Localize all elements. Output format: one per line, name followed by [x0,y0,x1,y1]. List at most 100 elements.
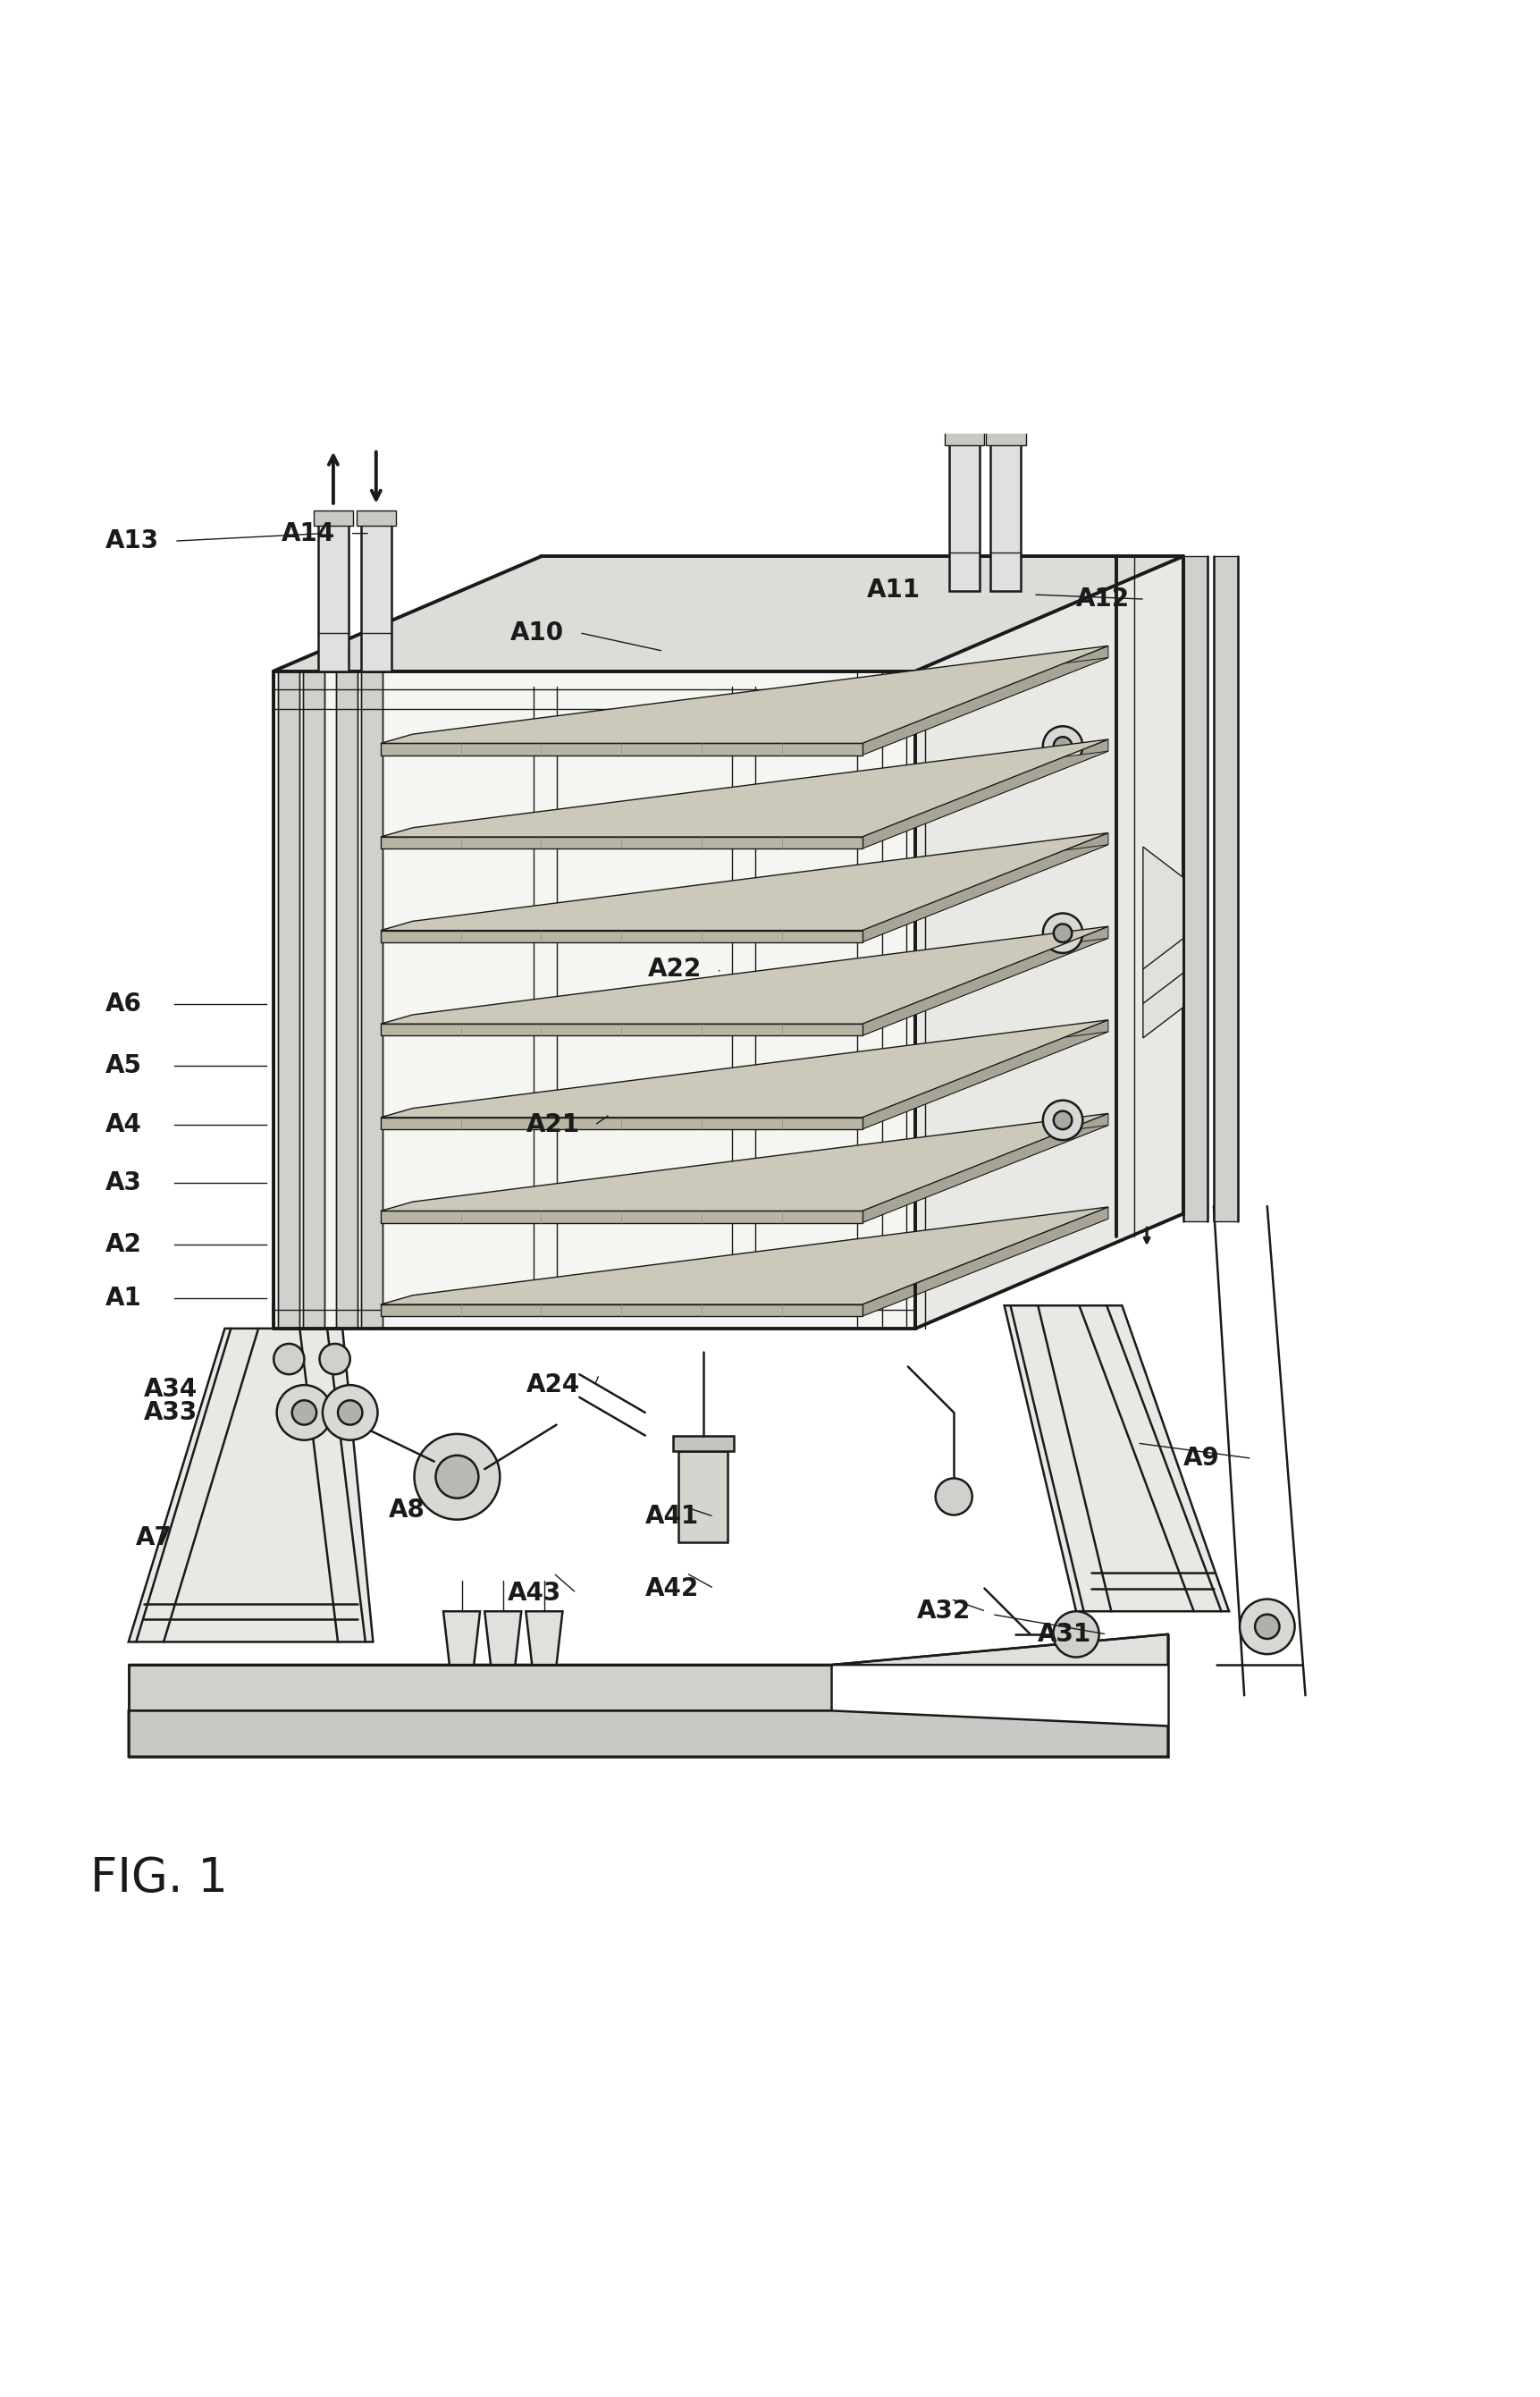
Polygon shape [336,671,357,1328]
Circle shape [1043,913,1083,954]
Polygon shape [525,1611,562,1666]
Polygon shape [380,925,1107,1024]
Polygon shape [128,1711,1167,1757]
Polygon shape [279,671,299,1328]
Polygon shape [380,1021,1107,1117]
Polygon shape [380,1304,862,1316]
Text: A31: A31 [1038,1623,1090,1647]
Polygon shape [915,556,1183,1328]
Text: FIG. 1: FIG. 1 [91,1855,228,1903]
Circle shape [277,1385,331,1441]
Polygon shape [862,738,1107,849]
Polygon shape [990,439,1021,590]
Circle shape [1254,1613,1278,1640]
Polygon shape [380,1218,1107,1316]
Polygon shape [1004,1306,1229,1611]
Polygon shape [380,937,1107,1036]
Polygon shape [380,832,1107,930]
Polygon shape [1143,916,1183,1038]
Circle shape [935,1479,972,1515]
Polygon shape [862,925,1107,1036]
Polygon shape [541,556,1183,1213]
Text: A7: A7 [136,1524,172,1551]
Polygon shape [274,556,1183,671]
Polygon shape [128,1666,832,1711]
Polygon shape [1143,846,1183,968]
Polygon shape [380,1208,1107,1304]
Text: A33: A33 [143,1400,197,1426]
Polygon shape [1143,882,1183,1004]
Circle shape [337,1400,362,1424]
Polygon shape [949,439,979,590]
Text: A41: A41 [645,1503,699,1529]
Circle shape [1053,923,1072,942]
Circle shape [1053,736,1072,755]
Polygon shape [128,1635,1167,1666]
Polygon shape [380,750,1107,849]
Circle shape [274,1345,303,1373]
Text: A2: A2 [106,1232,142,1256]
Circle shape [1043,726,1083,767]
Polygon shape [1183,556,1207,1222]
Circle shape [1053,1112,1072,1129]
Text: A10: A10 [510,621,564,645]
Polygon shape [380,1210,862,1222]
Polygon shape [128,1328,373,1642]
Polygon shape [274,671,915,1328]
Polygon shape [986,429,1026,446]
Polygon shape [444,1611,480,1666]
Polygon shape [678,1450,727,1544]
Polygon shape [673,1436,733,1450]
Polygon shape [862,832,1107,942]
Polygon shape [380,844,1107,942]
Text: A13: A13 [106,527,159,554]
Circle shape [293,1400,316,1424]
Polygon shape [862,1115,1107,1222]
Text: A3: A3 [106,1170,142,1196]
Text: A43: A43 [507,1580,561,1606]
Polygon shape [1214,556,1238,1222]
Polygon shape [485,1611,521,1666]
Text: A6: A6 [106,992,142,1016]
Polygon shape [380,837,862,849]
Polygon shape [862,1021,1107,1129]
Polygon shape [380,930,862,942]
Text: A14: A14 [282,520,334,547]
Circle shape [414,1433,499,1520]
Polygon shape [356,511,396,525]
Circle shape [436,1455,479,1498]
Polygon shape [380,1024,862,1036]
Polygon shape [380,738,1107,837]
Circle shape [319,1345,350,1373]
Text: A22: A22 [648,956,702,983]
Polygon shape [380,657,1107,755]
Text: A21: A21 [525,1112,579,1139]
Polygon shape [944,429,984,446]
Polygon shape [862,1208,1107,1316]
Circle shape [1053,1611,1098,1656]
Polygon shape [380,1124,1107,1222]
Text: A42: A42 [645,1575,699,1601]
Polygon shape [302,671,323,1328]
Polygon shape [380,743,862,755]
Text: A9: A9 [1183,1445,1218,1472]
Circle shape [322,1385,377,1441]
Polygon shape [862,645,1107,755]
Text: A12: A12 [1075,587,1129,611]
Text: A24: A24 [525,1373,579,1397]
Text: A5: A5 [106,1052,142,1079]
Text: A34: A34 [143,1378,197,1402]
Polygon shape [380,1117,862,1129]
Polygon shape [360,518,391,671]
Polygon shape [380,1031,1107,1129]
Polygon shape [380,645,1107,743]
Circle shape [1043,1100,1083,1141]
Text: A8: A8 [388,1498,425,1522]
Polygon shape [313,511,353,525]
Polygon shape [360,671,382,1328]
Text: A32: A32 [916,1599,970,1623]
Text: A4: A4 [106,1112,142,1139]
Polygon shape [380,1115,1107,1210]
Circle shape [1240,1599,1294,1654]
Text: A1: A1 [106,1285,142,1311]
